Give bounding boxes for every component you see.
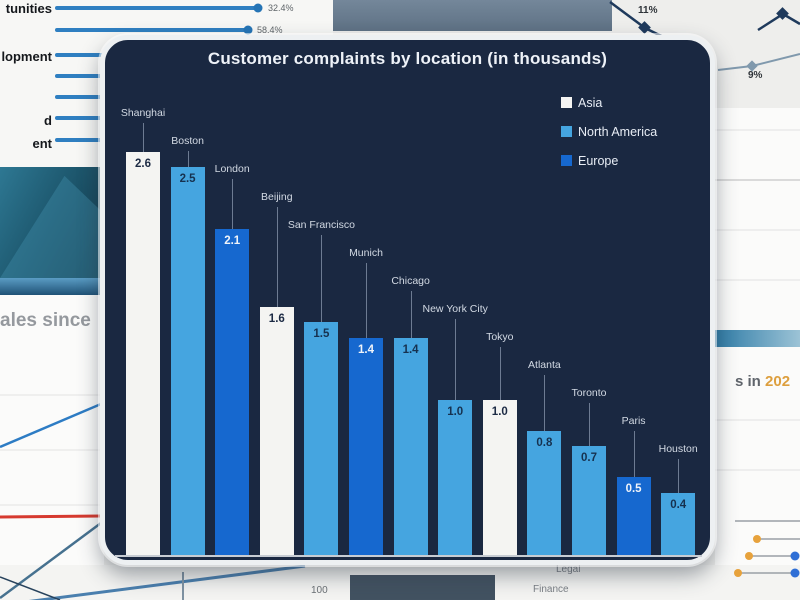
bar xyxy=(259,307,294,555)
chart-title: Customer complaints by location (in thou… xyxy=(207,49,608,68)
legend-item: Asia xyxy=(561,88,657,117)
line-point-label: 9% xyxy=(748,70,763,81)
partial-title-year: 202 xyxy=(765,373,791,390)
bar-city-label: Beijing xyxy=(261,191,293,203)
bar-city-label: Houston xyxy=(658,443,698,455)
background-blue-band-left xyxy=(0,278,104,295)
bar xyxy=(661,493,696,555)
bar-value-label: 2.6 xyxy=(135,158,151,170)
bar xyxy=(349,338,383,555)
bar-callout-line xyxy=(633,431,635,477)
bar-city-label: Chicago xyxy=(391,275,430,287)
bar-city-label: Atlanta xyxy=(528,359,561,371)
legend-label: North America xyxy=(578,124,658,139)
chart-area: Customer complaints by location (in thou… xyxy=(105,40,710,560)
background-slate-bar xyxy=(333,0,612,31)
bar xyxy=(438,400,473,555)
chart-legend: Asia North America Europe xyxy=(561,88,657,175)
legend-label: Asia xyxy=(578,95,603,110)
bar-callout-line xyxy=(187,151,189,167)
bar-callout-line xyxy=(276,207,278,307)
legend-swatch xyxy=(561,97,572,108)
background-partial-title-left: ales since xyxy=(0,310,91,331)
lollipop-row-label: d xyxy=(44,113,52,128)
x-axis-line xyxy=(115,555,702,557)
bar-value-label: 1.5 xyxy=(313,328,330,340)
bar-callout-line xyxy=(455,319,457,400)
bar-city-label: Munich xyxy=(349,247,383,259)
bar-value-label: 1.4 xyxy=(402,344,419,356)
background-category-label: Legal xyxy=(556,564,581,575)
lollipop-value-label: 32.4% xyxy=(268,3,294,13)
background-partial-title-right: s in 202 xyxy=(735,373,790,390)
bar xyxy=(126,152,160,555)
bar-value-label: 2.1 xyxy=(224,235,241,247)
partial-title-prefix: s in xyxy=(735,373,761,390)
bar xyxy=(393,338,428,555)
bar xyxy=(572,446,606,555)
bar xyxy=(304,322,339,555)
bar xyxy=(170,167,205,555)
bar-callout-line xyxy=(678,459,680,493)
background-teal-graphic xyxy=(0,167,104,278)
bar-value-label: 0.8 xyxy=(536,437,553,449)
bar-value-label: 1.6 xyxy=(268,313,285,325)
line-point-label: 11% xyxy=(638,5,658,16)
background-axis-value: 100 xyxy=(311,585,328,596)
lollipop-value-label: 58.4% xyxy=(257,25,283,35)
bar-callout-line xyxy=(143,123,144,152)
bar-city-label: San Francisco xyxy=(287,219,355,231)
bar-value-label: 1.4 xyxy=(358,344,374,356)
legend-item: North America xyxy=(561,117,657,146)
legend-swatch xyxy=(561,155,572,166)
bar-city-label: Paris xyxy=(621,415,646,427)
bar-value-label: 0.7 xyxy=(581,452,597,464)
background-bottom-bar xyxy=(350,575,495,600)
bar-city-label: Toronto xyxy=(571,387,607,399)
bar-callout-line xyxy=(544,375,546,431)
legend-item: Europe xyxy=(561,146,657,175)
bar-callout-line xyxy=(499,347,501,400)
bar-value-label: 1.0 xyxy=(447,406,464,418)
bar-callout-line xyxy=(410,291,412,338)
bar xyxy=(215,229,250,555)
lollipop-row-label: tunities xyxy=(5,1,52,16)
background-category-label: Finance xyxy=(533,584,569,595)
bar-value-label: 1.0 xyxy=(491,406,508,418)
bar-value-label: 2.5 xyxy=(179,173,196,185)
bar xyxy=(616,477,651,555)
bar-callout-line xyxy=(589,403,590,446)
lollipop-row-label: lopment xyxy=(1,49,52,64)
bar-value-label: 0.5 xyxy=(625,483,642,495)
bar-city-label: New York City xyxy=(422,303,488,315)
bar xyxy=(527,431,562,555)
lollipop-row-label: ent xyxy=(32,136,53,151)
bar xyxy=(482,400,517,555)
bar-city-label: Tokyo xyxy=(486,331,514,343)
bar-callout-line xyxy=(366,263,367,338)
legend-label: Europe xyxy=(578,153,619,168)
bar-value-label: 0.4 xyxy=(670,499,687,511)
complaints-chart-card: Customer complaints by location (in thou… xyxy=(100,35,715,565)
background-page-left xyxy=(0,295,104,565)
bar-city-label: Boston xyxy=(171,135,204,147)
bar-city-label: London xyxy=(214,163,250,175)
bar-plot: Shanghai 2.6 Boston 2.5 London 2.1 Beijing 1.6 S… xyxy=(105,40,710,560)
legend-swatch xyxy=(561,126,572,137)
bar-callout-line xyxy=(232,179,234,229)
bar-callout-line xyxy=(321,235,323,322)
background-blue-band-right xyxy=(715,330,800,347)
bar-city-label: Shanghai xyxy=(120,107,166,119)
